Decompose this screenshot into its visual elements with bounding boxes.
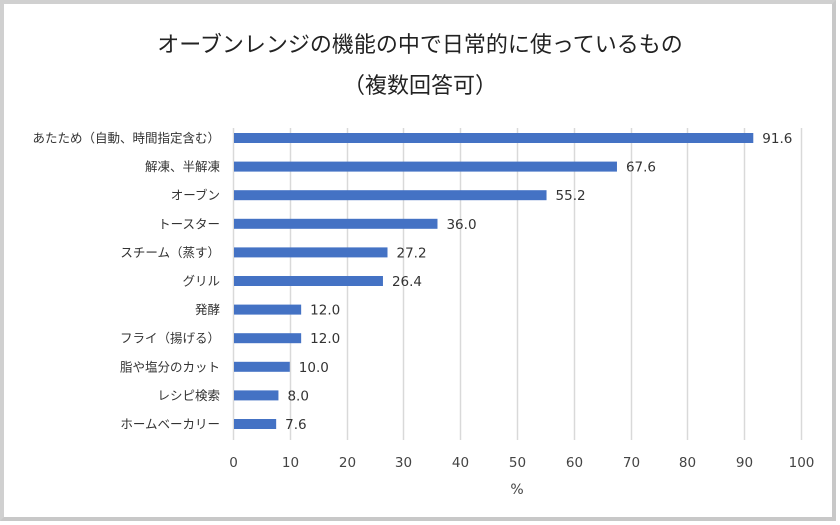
category-label: ホームベーカリー — [120, 417, 220, 432]
x-tick-label: 70 — [623, 455, 640, 471]
bar — [234, 419, 277, 429]
category-label: オーブン — [171, 188, 220, 203]
x-tick-label: 100 — [789, 455, 815, 471]
x-tick-label: 40 — [452, 455, 469, 471]
category-label: グリル — [182, 274, 220, 289]
x-tick-label: 60 — [566, 455, 583, 471]
x-tick-labels: 0 10 20 30 40 50 60 70 80 90 100 — [229, 455, 814, 471]
x-tick-label: 90 — [736, 455, 753, 471]
bar — [234, 190, 547, 201]
bar — [234, 361, 290, 372]
category-label: レシピ検索 — [157, 388, 220, 403]
category-label: あたため（自動、時間指定含む） — [32, 131, 220, 146]
value-label: 36.0 — [446, 217, 476, 233]
bar — [234, 333, 302, 344]
x-tick-label: 0 — [229, 455, 238, 471]
x-axis-title: % — [510, 482, 523, 498]
chart-subtitle: （複数回答可） — [342, 74, 497, 99]
category-label: トースター — [158, 216, 220, 231]
value-label: 91.6 — [762, 131, 792, 147]
value-label: 55.2 — [556, 188, 586, 204]
bar — [234, 247, 388, 258]
category-label: 脂や塩分のカット — [120, 359, 220, 374]
category-label: 解凍、半解凍 — [145, 159, 221, 174]
value-label: 67.6 — [626, 160, 656, 176]
category-label: フライ（揚げる） — [120, 331, 220, 346]
value-label: 8.0 — [287, 388, 308, 404]
value-label: 12.0 — [310, 303, 340, 319]
value-label: 27.2 — [396, 245, 426, 261]
bar — [234, 390, 279, 401]
value-labels: 91.6 67.6 55.2 36.0 27.2 26.4 12.0 12.0 10.0 8.0 7… — [285, 131, 792, 433]
bar — [234, 276, 383, 286]
x-tick-label: 80 — [679, 455, 696, 471]
value-label: 10.0 — [299, 360, 329, 376]
x-tick-label: 50 — [509, 455, 526, 471]
value-label: 26.4 — [392, 274, 422, 290]
bars — [234, 133, 754, 429]
bar — [234, 161, 617, 172]
x-tick-label: 10 — [282, 455, 299, 471]
bar — [234, 304, 302, 315]
value-label: 7.6 — [285, 417, 306, 433]
category-label: スチーム（蒸す） — [120, 245, 220, 260]
value-label: 12.0 — [310, 331, 340, 347]
chart-title: オーブンレンジの機能の中で日常的に使っているもの — [157, 33, 683, 58]
x-tick-label: 30 — [395, 455, 412, 471]
x-tick-label: 20 — [339, 455, 356, 471]
bar — [234, 218, 438, 229]
category-label: 発酵 — [195, 302, 220, 317]
bar — [234, 133, 754, 143]
